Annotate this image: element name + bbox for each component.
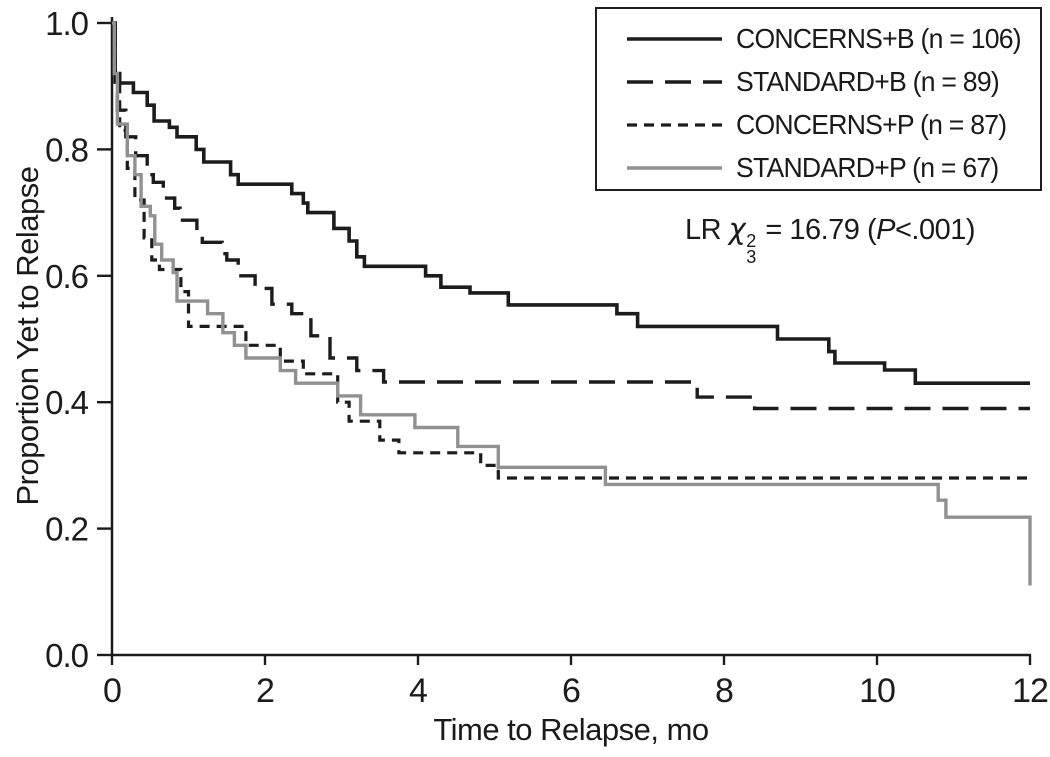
legend-item: CONCERNS+B (n = 106)	[627, 17, 1040, 60]
x-tick-label: 10	[859, 672, 895, 710]
y-tick-label: 0.8	[45, 131, 88, 168]
x-tick-label: 0	[103, 672, 121, 710]
chi-superscript: 2	[746, 231, 756, 252]
chi-subscript: 3	[746, 247, 756, 268]
chi-symbol: χ	[728, 212, 746, 246]
y-tick-label: 0.4	[45, 384, 89, 421]
x-tick-label: 12	[1012, 672, 1048, 710]
legend-rows: CONCERNS+B (n = 106) STANDARD+B (n = 89) C…	[627, 17, 1040, 189]
lr-value: = 16.79 (	[757, 214, 877, 246]
x-tick-label: 8	[715, 672, 733, 710]
legend: CONCERNS+B (n = 106) STANDARD+B (n = 89) C…	[595, 7, 1042, 191]
x-tick-label: 4	[409, 672, 427, 710]
y-tick-label: 0.0	[45, 637, 89, 674]
curve-concerns-p	[112, 21, 1030, 480]
y-tick-label: 0.6	[45, 258, 88, 295]
y-tick-label: 0.2	[45, 511, 88, 548]
x-tick-label: 6	[562, 672, 580, 710]
x-axis-title: Time to Relapse, mo	[433, 712, 709, 747]
legend-item: CONCERNS+P (n = 87)	[627, 103, 1040, 146]
x-tick-label: 2	[256, 672, 274, 710]
curve-standard-b	[112, 21, 1030, 411]
legend-line-sample	[627, 122, 722, 127]
legend-label: CONCERNS+B (n = 106)	[736, 22, 1022, 54]
p-symbol: P	[876, 214, 895, 246]
lr-prefix: LR	[684, 214, 729, 246]
legend-label: STANDARD+P (n = 67)	[736, 151, 999, 183]
legend-item: STANDARD+B (n = 89)	[627, 60, 1040, 103]
y-axis-title: Proportion Yet to Relapse	[10, 166, 45, 506]
curve-concerns-b	[112, 21, 1030, 385]
curve-standard-p	[112, 21, 1032, 586]
legend-line-sample	[627, 79, 722, 84]
legend-line-sample	[627, 36, 722, 41]
legend-label: CONCERNS+P (n = 87)	[736, 108, 1007, 140]
legend-line-sample	[627, 165, 722, 170]
y-tick-label: 1.0	[45, 5, 89, 42]
legend-label: STANDARD+B (n = 89)	[736, 65, 1000, 97]
legend-item: STANDARD+P (n = 67)	[627, 146, 1040, 189]
p-value: <.001)	[894, 214, 976, 246]
